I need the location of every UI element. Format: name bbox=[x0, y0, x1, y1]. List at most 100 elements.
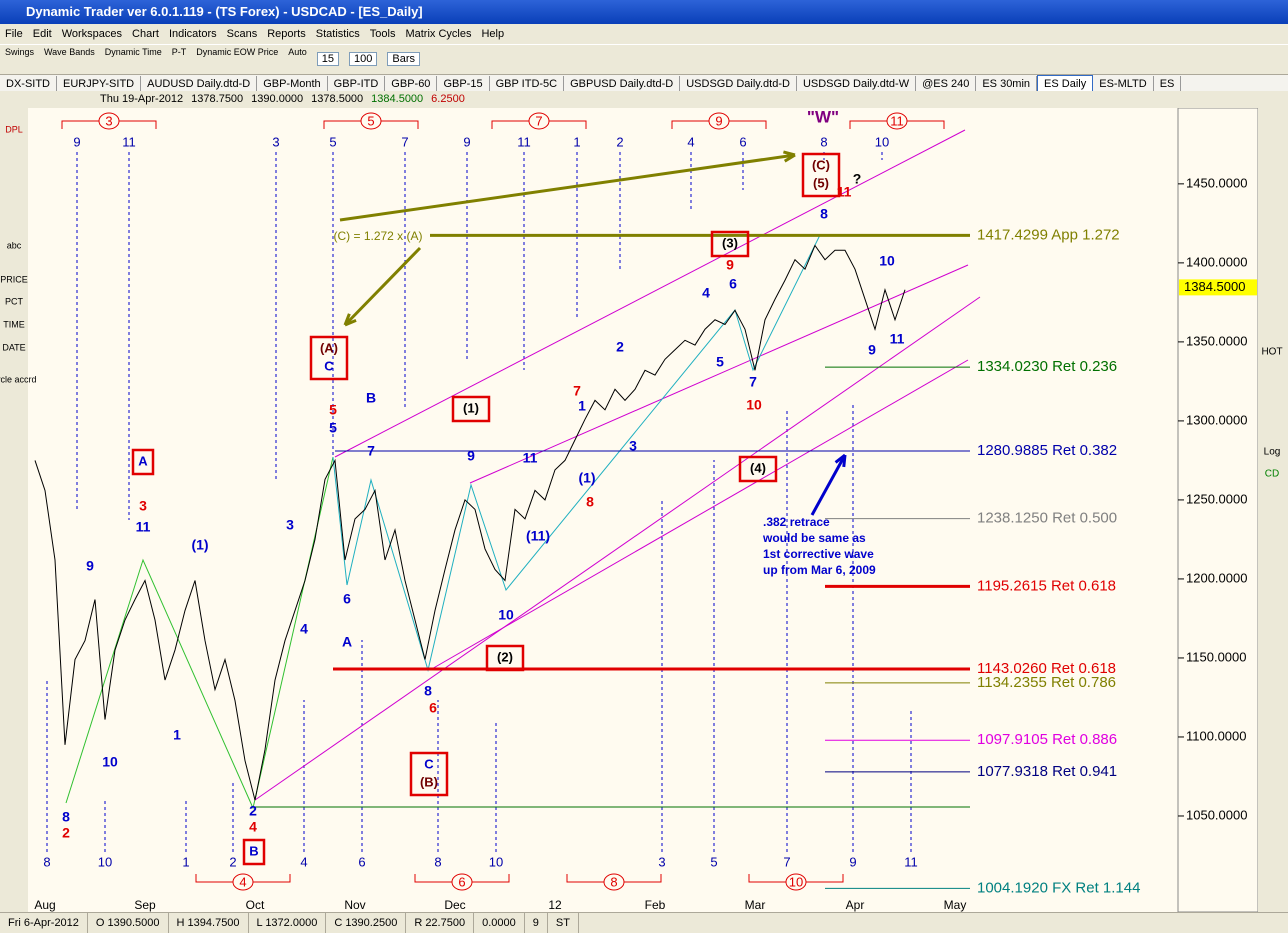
x-tick-label: Aug bbox=[34, 898, 55, 912]
level-label: 1238.1250 Ret 0.500 bbox=[977, 510, 1117, 527]
menu-item[interactable]: Indicators bbox=[168, 28, 217, 40]
chart-tab[interactable]: GBP-Month bbox=[257, 76, 328, 92]
menu-item[interactable]: Edit bbox=[32, 28, 52, 40]
menu-item[interactable]: Workspaces bbox=[61, 28, 123, 40]
arrow bbox=[810, 454, 847, 516]
chart-tab[interactable]: AUDUSD Daily.dtd-D bbox=[141, 76, 258, 92]
wave-label: 8 bbox=[820, 206, 828, 222]
box-label: (5) bbox=[813, 175, 829, 190]
menu-item[interactable]: Help bbox=[481, 28, 505, 40]
wave-label: 6 bbox=[729, 276, 737, 292]
menu-item[interactable]: Scans bbox=[226, 28, 258, 40]
arrow-head bbox=[834, 453, 847, 468]
x-tick-label: Dec bbox=[444, 898, 465, 912]
status-field: 0.0000 bbox=[474, 913, 525, 933]
arrow bbox=[343, 246, 422, 327]
toolbar-button[interactable]: 100 bbox=[349, 52, 378, 66]
channel-line bbox=[254, 296, 981, 801]
top-cycle-label: 6 bbox=[739, 134, 746, 149]
sidebar-label: DATE bbox=[2, 342, 25, 352]
wave-label: 9 bbox=[86, 558, 94, 574]
chart-tab[interactable]: ES-MLTD bbox=[1093, 76, 1154, 92]
box-label: C bbox=[424, 756, 434, 771]
toolbar-button[interactable]: Swings bbox=[5, 47, 35, 57]
toolbar-button[interactable]: Dynamic EOW Price bbox=[196, 47, 279, 57]
wave-label: 10 bbox=[102, 754, 118, 770]
toolbar-button[interactable]: 15 bbox=[316, 52, 340, 66]
y-tick-label: 1300.0000 bbox=[1186, 412, 1247, 427]
bottom-cycle-label: 3 bbox=[658, 854, 665, 869]
current-price-box bbox=[1179, 279, 1257, 296]
box-label: (2) bbox=[497, 649, 513, 664]
wave-label: 10 bbox=[498, 607, 514, 623]
menu-item[interactable]: Matrix Cycles bbox=[405, 28, 472, 40]
cycle-circle bbox=[528, 112, 550, 130]
menu-item[interactable]: Chart bbox=[132, 28, 159, 40]
chart-tab[interactable]: GBP-60 bbox=[385, 76, 438, 92]
cycle-circle bbox=[98, 112, 120, 130]
chart-tab[interactable]: GBP ITD-5C bbox=[490, 76, 565, 92]
top-cycle-label: 2 bbox=[616, 134, 623, 149]
wave-label: 6 bbox=[343, 591, 351, 607]
chart-tab[interactable]: @ES 240 bbox=[916, 76, 977, 92]
box-label: (C) bbox=[812, 157, 830, 172]
chart-tab[interactable]: GBP-15 bbox=[437, 76, 490, 92]
toolbar-button[interactable]: P-T bbox=[171, 47, 187, 57]
level-label: 1134.2355 Ret 0.786 bbox=[977, 674, 1116, 691]
wave-box bbox=[242, 838, 266, 866]
chart-tab[interactable]: EURJPY-SITD bbox=[57, 76, 142, 92]
arrow-head bbox=[783, 150, 796, 163]
top-box-label: 11 bbox=[890, 113, 904, 128]
left-toolbar bbox=[0, 108, 28, 912]
menu-item[interactable]: File bbox=[5, 28, 23, 40]
y-tick-label: 1250.0000 bbox=[1186, 491, 1247, 506]
cycle-circle bbox=[708, 112, 730, 130]
chart-tab[interactable]: GBP-ITD bbox=[328, 76, 386, 92]
wave-label: (11) bbox=[526, 528, 550, 544]
channel-line bbox=[469, 264, 969, 484]
wave-label: 9 bbox=[868, 342, 876, 358]
chart-tab[interactable]: ES bbox=[1154, 76, 1182, 92]
x-tick-label: Oct bbox=[246, 898, 265, 912]
header-field: 6.2500 bbox=[431, 93, 465, 105]
top-box-label: 3 bbox=[105, 113, 112, 128]
wave-label: 7 bbox=[573, 383, 581, 399]
wave-label: 2 bbox=[62, 825, 70, 841]
status-field: R 22.7500 bbox=[406, 913, 475, 933]
wave-label: 7 bbox=[367, 443, 375, 459]
level-label: 1195.2615 Ret 0.618 bbox=[977, 577, 1116, 594]
box-label: (3) bbox=[722, 235, 738, 250]
channel-line bbox=[334, 129, 966, 458]
chart-tab[interactable]: USDSGD Daily.dtd-D bbox=[680, 76, 797, 92]
menu-bar: File Edit Workspaces Chart Indicators Scans Re… bbox=[0, 24, 1288, 44]
top-cycle-label: 1 bbox=[573, 134, 580, 149]
toolbar-button[interactable]: Wave Bands bbox=[44, 47, 95, 57]
y-tick-label: 1050.0000 bbox=[1186, 807, 1247, 822]
right-tool-label: Log bbox=[1264, 447, 1281, 458]
menu-item[interactable]: Tools bbox=[369, 28, 396, 40]
chart-tab[interactable]: GBPUSD Daily.dtd-D bbox=[564, 76, 681, 92]
menu-item[interactable]: Reports bbox=[267, 28, 306, 40]
toolbar-button[interactable]: Auto bbox=[288, 47, 307, 57]
menu-item[interactable]: Statistics bbox=[315, 28, 360, 40]
chart-tab[interactable]: DX-SITD bbox=[0, 76, 57, 92]
wave-label: 3 bbox=[629, 438, 637, 454]
chart-tab[interactable]: ES 30min bbox=[976, 76, 1038, 92]
wave-label: 11 bbox=[136, 519, 151, 535]
cycle-circle bbox=[451, 873, 473, 891]
cycle-circle bbox=[886, 112, 908, 130]
chart-tab[interactable]: USDSGD Daily.dtd-W bbox=[797, 76, 917, 92]
bottom-cycle-label: 10 bbox=[98, 854, 112, 869]
wave-label: 5 bbox=[329, 420, 337, 436]
bottom-cycle-label: 7 bbox=[783, 854, 790, 869]
x-tick-label: Apr bbox=[846, 898, 865, 912]
cycle-circle bbox=[232, 873, 254, 891]
status-bar: Fri 6-Apr-2012 O 1390.5000 H 1394.7500 L 13… bbox=[0, 912, 1288, 933]
plot-bg bbox=[28, 108, 1178, 912]
toolbar-button[interactable]: Bars bbox=[387, 52, 420, 66]
wave-label: B bbox=[366, 390, 376, 406]
top-cycle-label: 11 bbox=[517, 134, 531, 149]
status-field: ST bbox=[548, 913, 579, 933]
cycle-circle bbox=[785, 873, 807, 891]
toolbar-button[interactable]: Dynamic Time bbox=[104, 47, 162, 57]
